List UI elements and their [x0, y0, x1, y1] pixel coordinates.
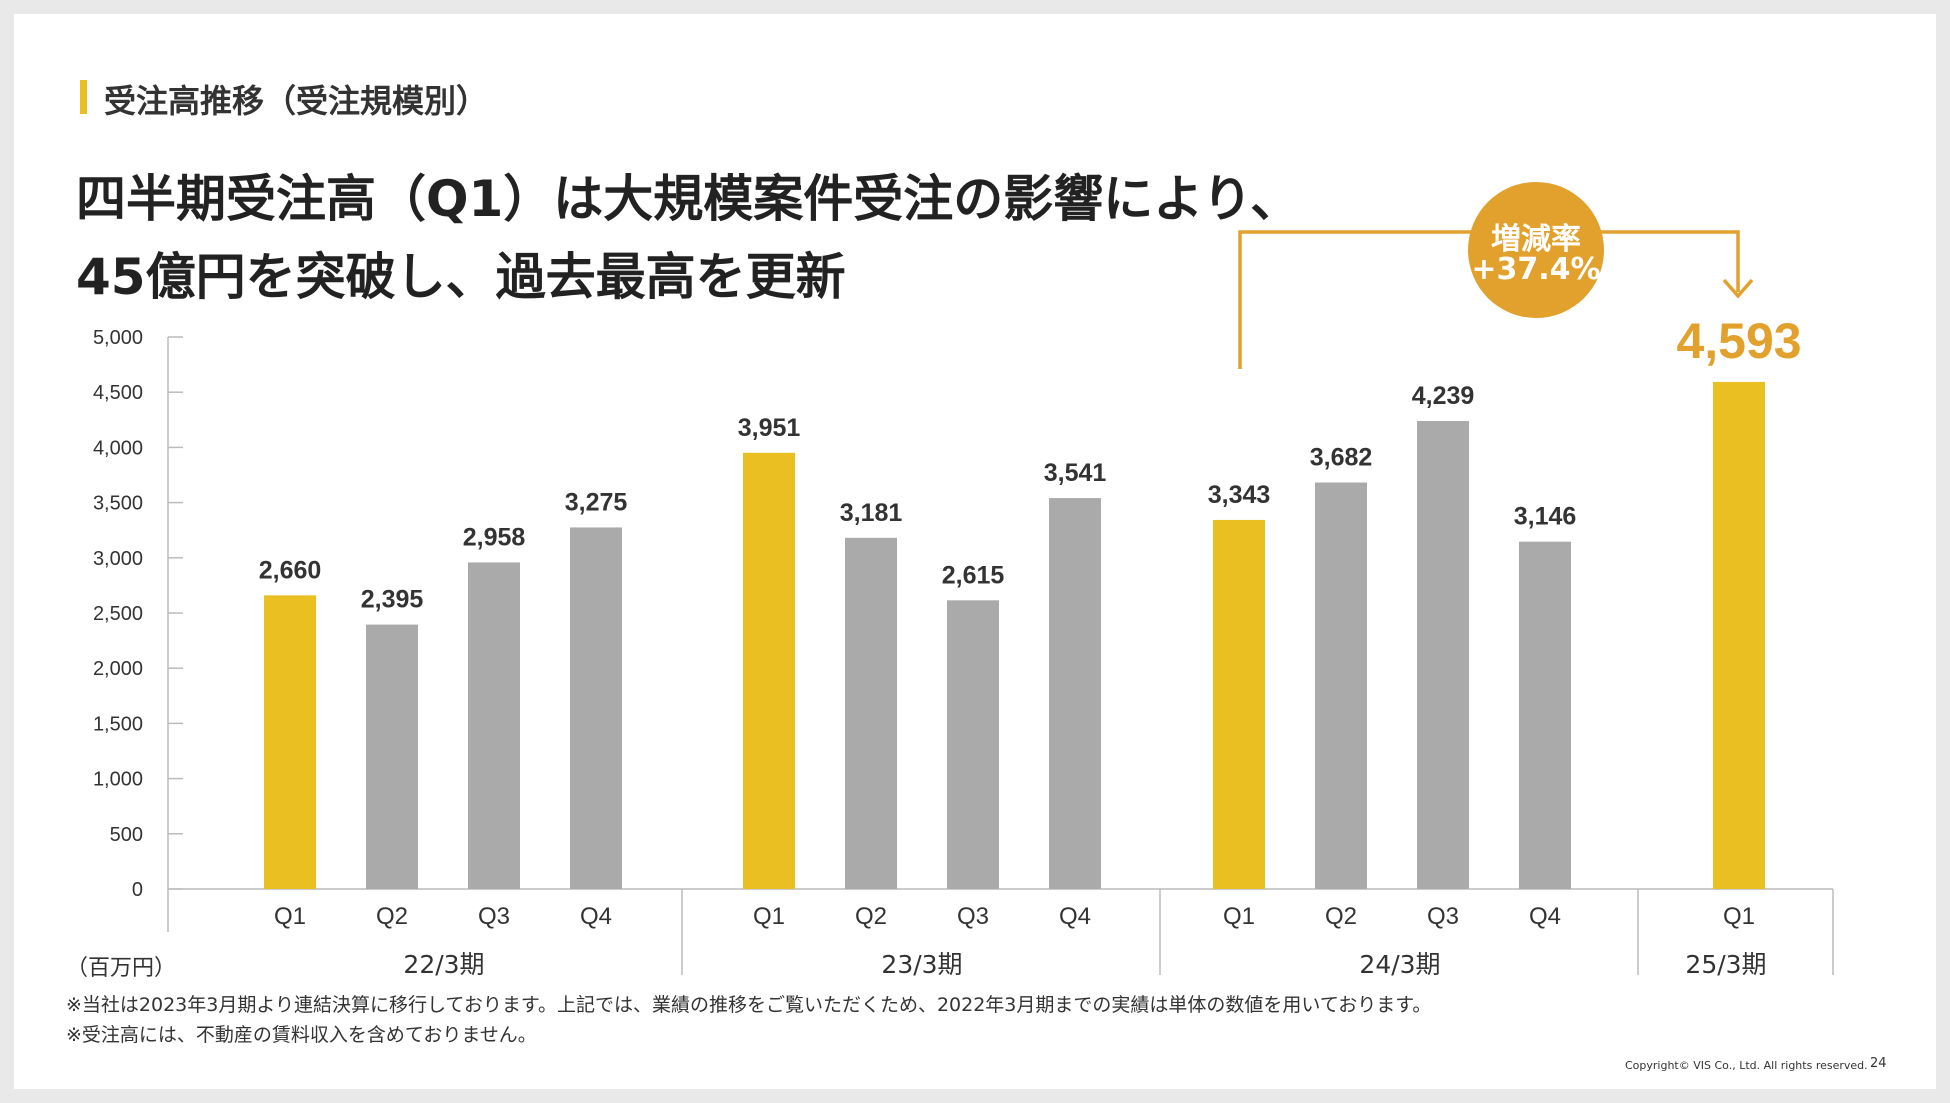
growth-rate-badge: 増減率 +37.4% [1468, 182, 1604, 318]
section-title: 受注高推移（受注規模別） [104, 82, 489, 120]
bar-24/3期-Q2 [1315, 482, 1367, 889]
headline-line-1: 四半期受注高（Q1）は大規模案件受注の影響により、 [76, 170, 1301, 228]
x-tick-label: Q3 [1427, 903, 1459, 930]
headline-line-2: 45億円を突破し、過去最高を更新 [76, 248, 846, 306]
bar-22/3期-Q1 [264, 595, 316, 889]
growth-rate-value: +37.4% [1471, 252, 1601, 287]
x-tick-label: Q3 [478, 903, 510, 930]
bar-25/3期-Q1 [1713, 381, 1765, 889]
y-tick-label: 2,000 [93, 658, 143, 680]
bar-23/3期-Q1 [743, 452, 795, 889]
page-number: 24 [1870, 1056, 1887, 1071]
bar-23/3期-Q2 [845, 537, 897, 889]
x-tick-label: Q4 [1529, 903, 1561, 930]
y-tick-label: 1,500 [93, 713, 143, 735]
data-label: 2,660 [259, 556, 322, 584]
x-tick-label: Q3 [957, 903, 989, 930]
x-tick-label: Q4 [580, 903, 612, 930]
bar-24/3期-Q3 [1417, 421, 1469, 889]
headline: 四半期受注高（Q1）は大規模案件受注の影響により、 45億円を突破し、過去最高を… [76, 160, 1300, 316]
y-tick-label: 0 [132, 879, 143, 901]
x-tick-label: Q2 [855, 903, 887, 930]
y-tick-label: 1,000 [93, 769, 143, 791]
data-label: 3,146 [1514, 503, 1577, 531]
y-tick-label: 2,500 [93, 603, 143, 625]
section-accent-bar [80, 80, 87, 114]
bar-24/3期-Q4 [1519, 541, 1571, 889]
comparison-arrow-icon [1722, 278, 1754, 299]
footnote-2: ※受注高には、不動産の賃料収入を含めておりません。 [66, 1024, 537, 1046]
x-tick-label: Q1 [753, 903, 785, 930]
group-label: 23/3期 [881, 950, 962, 979]
slide: 受注高推移（受注規模別） 四半期受注高（Q1）は大規模案件受注の影響により、 4… [14, 14, 1936, 1089]
group-label: 25/3期 [1685, 950, 1766, 979]
data-label: 3,275 [565, 488, 628, 516]
y-tick-label: 3,000 [93, 548, 143, 570]
x-tick-label: Q1 [1723, 903, 1755, 930]
copyright: Copyright© VIS Co., Ltd. All rights rese… [1625, 1059, 1868, 1072]
data-label: 2,958 [463, 523, 526, 551]
x-tick-label: Q2 [1325, 903, 1357, 930]
x-tick-label: Q1 [274, 903, 306, 930]
data-label: 3,951 [738, 414, 801, 442]
data-label-emphasis: 4,593 [1676, 313, 1801, 369]
bar-24/3期-Q1 [1213, 519, 1265, 889]
data-label: 4,239 [1412, 382, 1475, 410]
bar-22/3期-Q4 [570, 527, 622, 889]
group-label: 22/3期 [403, 950, 484, 979]
bar-23/3期-Q4 [1049, 498, 1101, 889]
bar-22/3期-Q3 [468, 562, 520, 889]
x-tick-label: Q4 [1059, 903, 1091, 930]
footnote-1: ※当社は2023年3月期より連結決算に移行しております。上記では、業績の推移をご… [66, 994, 1432, 1016]
x-tick-label: Q2 [376, 903, 408, 930]
data-label: 2,395 [361, 586, 424, 614]
data-label: 3,343 [1208, 481, 1271, 509]
data-label: 2,615 [942, 561, 1005, 589]
y-tick-label: 500 [110, 824, 143, 846]
growth-rate-label: 増減率 [1491, 222, 1581, 257]
y-tick-label: 5,000 [93, 327, 143, 349]
unit-label: （百万円） [66, 956, 177, 981]
group-label: 24/3期 [1359, 950, 1440, 979]
bar-22/3期-Q2 [366, 624, 418, 889]
footnotes: ※当社は2023年3月期より連結決算に移行しております。上記では、業績の推移をご… [66, 990, 1431, 1050]
y-tick-label: 3,500 [93, 493, 143, 515]
data-label: 3,682 [1310, 444, 1373, 472]
y-tick-label: 4,000 [93, 437, 143, 459]
data-label: 3,541 [1044, 459, 1107, 487]
data-label: 3,181 [840, 499, 903, 527]
y-tick-label: 4,500 [93, 382, 143, 404]
x-tick-label: Q1 [1223, 903, 1255, 930]
bar-23/3期-Q3 [947, 600, 999, 889]
